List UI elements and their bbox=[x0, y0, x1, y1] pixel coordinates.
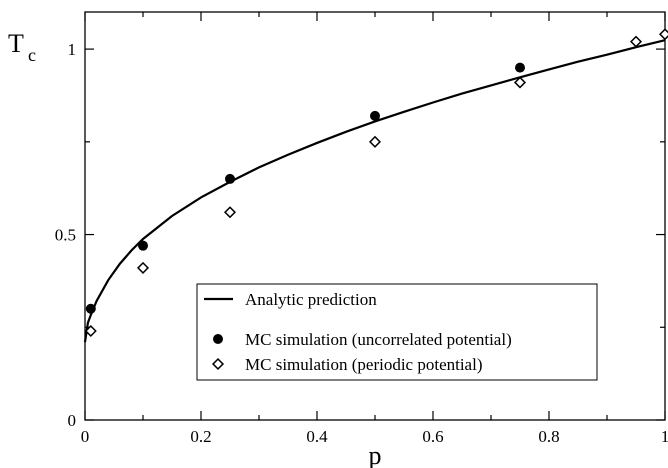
mc-uncorrelated-point bbox=[225, 173, 235, 184]
mc-uncorrelated-series bbox=[85, 62, 525, 314]
y-tick-label: 0 bbox=[68, 411, 77, 430]
analytic-series bbox=[83, 39, 666, 343]
mc-uncorrelated-point bbox=[138, 240, 148, 251]
legend: Analytic prediction MC simulation (uncor… bbox=[196, 283, 598, 381]
x-tick-label: 0.8 bbox=[538, 427, 559, 446]
legend-filled-circle-marker bbox=[213, 334, 223, 344]
analytic-prediction-line bbox=[83, 39, 666, 343]
y-axis-label-subscript: c bbox=[28, 45, 36, 65]
y-tick-label: 1 bbox=[68, 40, 77, 59]
x-axis-label: p bbox=[369, 441, 382, 468]
legend-label-mc-uncorrelated: MC simulation (uncorrelated potential) bbox=[245, 330, 512, 349]
mc-uncorrelated-point bbox=[515, 62, 525, 73]
mc-periodic-point bbox=[629, 35, 643, 48]
y-tick-label: 0.5 bbox=[55, 226, 76, 245]
mc-periodic-point bbox=[136, 261, 150, 274]
y-axis-label: T bbox=[8, 29, 24, 58]
mc-periodic-point bbox=[223, 206, 237, 219]
axis-tick-labels: 0 0.2 0.4 0.6 0.8 1 0 0.5 1 bbox=[55, 40, 668, 446]
legend-box bbox=[196, 283, 598, 381]
mc-periodic-point bbox=[368, 135, 382, 148]
mc-periodic-series bbox=[84, 28, 668, 337]
x-tick-label: 0 bbox=[81, 427, 90, 446]
mc-uncorrelated-point bbox=[85, 303, 96, 314]
mc-periodic-point bbox=[84, 324, 97, 337]
mc-periodic-point bbox=[658, 28, 668, 41]
legend-label-analytic: Analytic prediction bbox=[245, 290, 377, 309]
x-tick-label: 1 bbox=[661, 427, 668, 446]
x-tick-label: 0.2 bbox=[190, 427, 211, 446]
mc-periodic-point bbox=[513, 76, 527, 89]
axis-ticks bbox=[84, 12, 666, 421]
x-tick-label: 0.4 bbox=[306, 427, 328, 446]
mc-uncorrelated-point bbox=[370, 110, 380, 121]
legend-open-diamond-marker bbox=[211, 357, 225, 371]
legend-label-mc-periodic: MC simulation (periodic potential) bbox=[245, 355, 483, 374]
x-tick-label: 0.6 bbox=[422, 427, 443, 446]
